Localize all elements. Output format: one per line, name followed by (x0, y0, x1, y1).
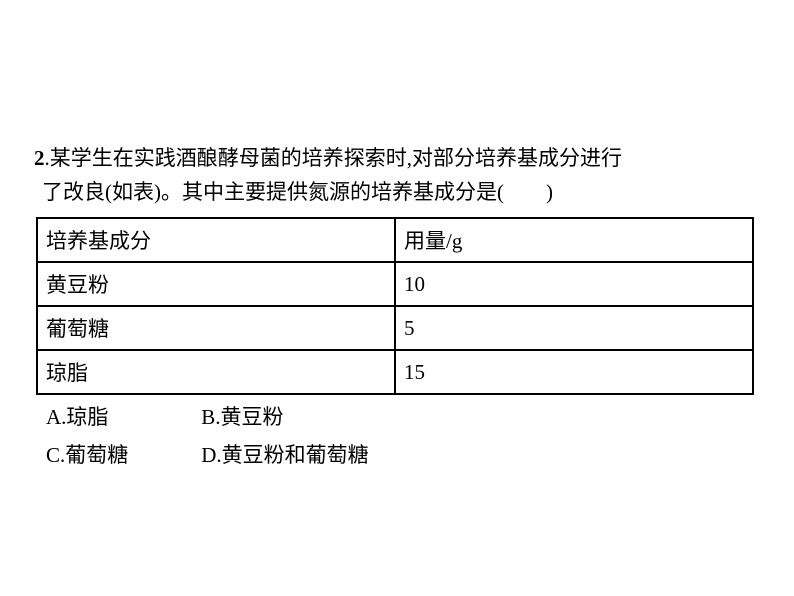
cell-ingredient: 葡萄糖 (37, 306, 395, 350)
header-ingredient: 培养基成分 (37, 218, 395, 262)
cell-amount: 15 (395, 350, 753, 394)
question-text-1: .某学生在实践酒酿酵母菌的培养探索时,对部分培养基成分进行 (45, 146, 623, 170)
question-stem: 2.某学生在实践酒酿酵母菌的培养探索时,对部分培养基成分进行 了改良(如表)。其… (34, 142, 760, 209)
cell-ingredient: 黄豆粉 (37, 262, 395, 306)
question-container: 2.某学生在实践酒酿酵母菌的培养探索时,对部分培养基成分进行 了改良(如表)。其… (34, 142, 760, 476)
option-b: B.黄豆粉 (201, 401, 283, 435)
option-row-1: A.琼脂 B.黄豆粉 (46, 401, 760, 435)
question-number: 2 (34, 146, 45, 170)
question-line1: 2.某学生在实践酒酿酵母菌的培养探索时,对部分培养基成分进行 (34, 146, 622, 170)
table-row: 葡萄糖 5 (37, 306, 753, 350)
cell-ingredient: 琼脂 (37, 350, 395, 394)
cell-amount: 10 (395, 262, 753, 306)
option-c: C.葡萄糖 (46, 439, 196, 473)
question-line2: 了改良(如表)。其中主要提供氮源的培养基成分是( ) (34, 180, 553, 204)
option-row-2: C.葡萄糖 D.黄豆粉和葡萄糖 (46, 439, 760, 473)
answer-options: A.琼脂 B.黄豆粉 C.葡萄糖 D.黄豆粉和葡萄糖 (34, 401, 760, 472)
table-header-row: 培养基成分 用量/g (37, 218, 753, 262)
cell-amount: 5 (395, 306, 753, 350)
table-row: 琼脂 15 (37, 350, 753, 394)
ingredients-table: 培养基成分 用量/g 黄豆粉 10 葡萄糖 5 琼脂 15 (36, 217, 754, 395)
header-amount: 用量/g (395, 218, 753, 262)
table-row: 黄豆粉 10 (37, 262, 753, 306)
option-d: D.黄豆粉和葡萄糖 (201, 439, 368, 473)
option-a: A.琼脂 (46, 401, 196, 435)
